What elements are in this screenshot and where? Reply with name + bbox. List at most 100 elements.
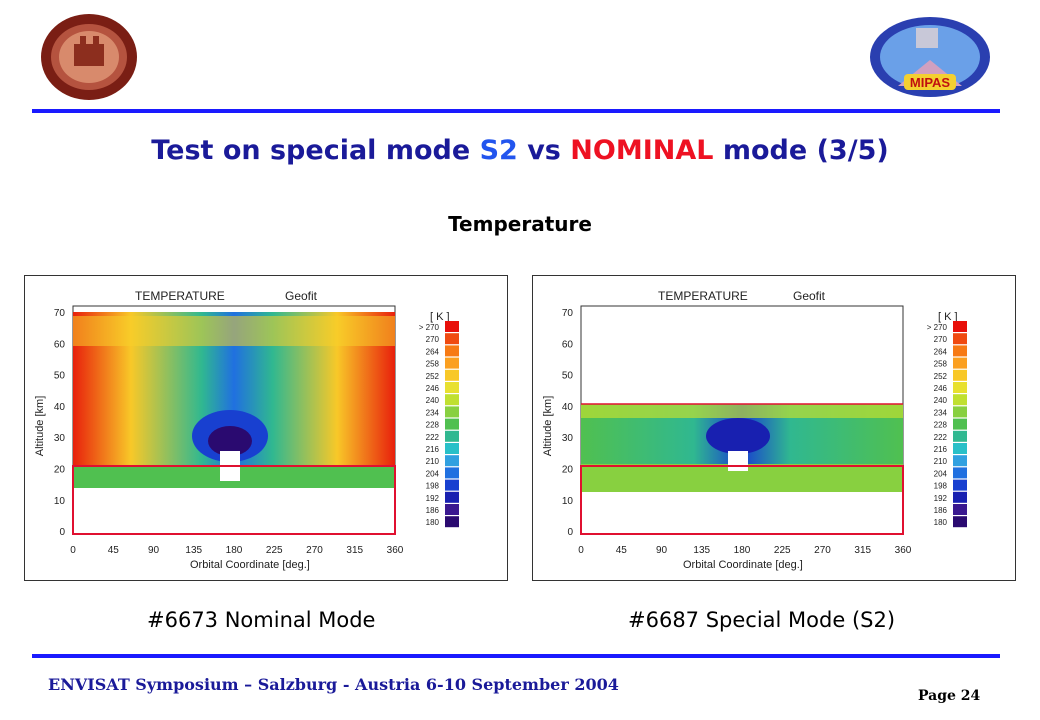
colorbar-swatch [445,455,459,467]
x-tick-label: 270 [814,545,831,556]
colorbar-swatch [953,430,967,442]
colorbar-swatch [445,467,459,479]
x-tick-labels: 0 45 90 135 180 225 270 315 360 [70,545,404,556]
colorbar-label: 228 [426,421,440,430]
y-tick-label: 50 [54,371,66,382]
caption-nominal: #6673 Nominal Mode [147,608,376,632]
slide-subtitle: Temperature [448,212,592,236]
colorbar-label: 264 [426,347,440,356]
caption-special: #6687 Special Mode (S2) [628,608,896,632]
y-tick-label: 50 [562,371,574,382]
y-tick-label: 40 [562,402,574,413]
colorbar-label: 180 [426,518,440,527]
colorbar-label: 258 [426,360,440,369]
colorbar-label: > 270 [927,323,948,332]
y-tick-label: 20 [562,465,574,476]
colorbar-label: 246 [934,384,948,393]
plot-header-method: Geofit [793,289,826,303]
colorbar-label: 180 [934,518,948,527]
title-nominal: NOMINAL [570,135,714,166]
plot-xlabel: Orbital Coordinate [deg.] [190,559,310,571]
colorbar-swatch [445,333,459,345]
colorbar-swatch [953,479,967,491]
colorbar-label: 234 [934,408,948,417]
x-tick-label: 0 [70,545,76,556]
colorbar-swatch [445,516,459,528]
colorbar-unit: [ K ] [430,311,450,323]
colorbar-swatch [953,491,967,503]
colorbar-swatch [445,406,459,418]
colorbar-swatch [953,455,967,467]
x-tick-labels: 0 45 90 135 180 225 270 315 360 [578,545,912,556]
colorbar-swatch [953,467,967,479]
colorbar-swatch [953,382,967,393]
x-tick-label: 180 [734,545,751,556]
slide-title: Test on special mode S2 vs NOMINAL mode … [151,135,889,166]
colorbar-label: 222 [426,433,440,442]
colorbar-label: 264 [934,347,948,356]
colorbar-label: 258 [934,360,948,369]
x-tick-label: 45 [108,545,120,556]
colorbar-swatch [953,516,967,528]
colorbar-label: 204 [934,469,948,478]
colorbar-label: > 270 [419,323,440,332]
colorbar-label: 192 [934,494,948,503]
colorbar-label: 216 [426,445,440,454]
colorbar-swatch [953,345,967,357]
x-tick-label: 90 [656,545,668,556]
y-tick-labels: 70 60 50 40 30 20 10 0 [54,308,66,538]
mipas-logo: MIPAS [868,16,992,98]
colorbar-swatch [953,321,967,332]
colorbar-label: 234 [426,408,440,417]
colorbar-label: 210 [934,457,948,466]
colorbar-label: 192 [426,494,440,503]
y-tick-label: 40 [54,402,66,413]
y-tick-label: 70 [54,308,66,319]
y-tick-label: 60 [562,339,574,350]
colorbar-label: 198 [426,482,440,491]
colorbar-label: 240 [934,396,948,405]
plot-ylabel: Altitude [km] [542,396,554,457]
colorbar-label: 252 [934,372,948,381]
colorbar-swatch [445,394,459,406]
colorbar-swatch [953,418,967,430]
colorbar-swatch [953,369,967,381]
colorbar-swatch [953,333,967,345]
colorbar-swatch [953,406,967,418]
colorbar-label: 240 [426,396,440,405]
colorbar-swatch [445,491,459,503]
colorbar-label: 204 [426,469,440,478]
x-tick-label: 270 [306,545,323,556]
y-tick-label: 30 [562,433,574,444]
colorbar-label: 186 [934,506,948,515]
colorbar-swatch [953,504,967,515]
plot-panel-nominal: TEMPERATURE Geofit Orbital Coordinate [d… [24,275,508,581]
colorbar-label: 216 [934,445,948,454]
colorbar-label: 210 [426,457,440,466]
colorbar-label: 186 [426,506,440,515]
colorbar-swatch [445,345,459,357]
university-seal-logo [38,12,140,102]
x-tick-label: 0 [578,545,584,556]
y-tick-label: 60 [54,339,66,350]
y-tick-label: 0 [59,527,65,538]
page-number: Page 24 [918,688,981,704]
y-tick-label: 0 [567,527,573,538]
colorbar-unit: [ K ] [938,311,958,323]
y-tick-label: 70 [562,308,574,319]
colorbar-swatch [953,443,967,454]
colorbar-swatch [445,479,459,491]
mipas-logo-text: MIPAS [910,75,951,90]
colorbar: > 270 270 264 258 252 246 240 234 228 222 216 210 20… [419,321,459,528]
colorbar-swatch [445,369,459,381]
colorbar-swatch [445,418,459,430]
x-tick-label: 135 [185,545,202,556]
colorbar-label: 270 [934,335,948,344]
plot-panel-special: TEMPERATURE Geofit Orbital Coordinate [d… [532,275,1016,581]
plot-header-title: TEMPERATURE [135,289,225,303]
colorbar-label: 228 [934,421,948,430]
title-s2: S2 [479,135,518,166]
x-tick-label: 360 [895,545,912,556]
plot-xlabel: Orbital Coordinate [deg.] [683,559,803,571]
colorbar-swatch [445,321,459,332]
